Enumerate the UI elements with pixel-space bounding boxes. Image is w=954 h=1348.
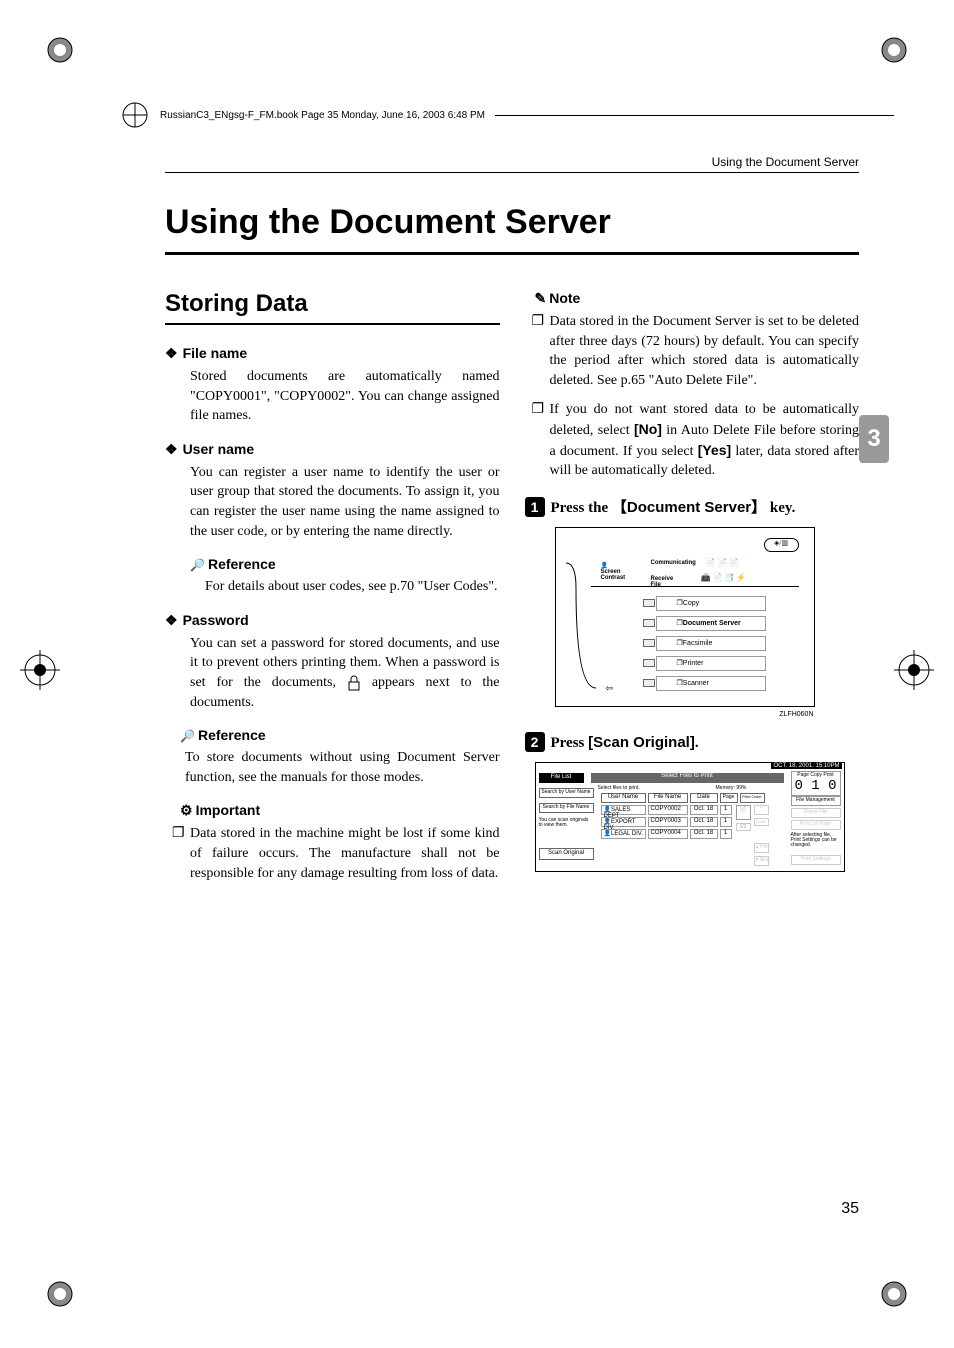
reference2-body: To store documents without using Documen… [185, 748, 500, 787]
crop-mark-br [879, 1279, 909, 1313]
breadcrumb: Using the Document Server [165, 155, 859, 173]
user-name-body: You can register a user name to identify… [190, 463, 500, 541]
note-item2: If you do not want stored data to be aut… [550, 400, 860, 480]
file-name-body: Stored documents are automatically named… [190, 367, 500, 426]
header-book-info: RussianC3_ENgsg-F_FM.book Page 35 Monday… [160, 110, 485, 121]
panel-btn-copy: ❐ Copy [656, 596, 766, 611]
note-header: Note [535, 290, 860, 307]
reference1-body: For details about user codes, see p.70 "… [205, 577, 500, 597]
note-item1: Data stored in the Document Server is se… [550, 312, 860, 390]
section-title-storing: Storing Data [165, 290, 500, 325]
left-column: Storing Data File name Stored documents … [165, 290, 500, 898]
panel-btn-scanner: ❐ Scanner [656, 676, 766, 691]
step1-header: 1 Press the 【Document Server】 key. [525, 496, 860, 517]
panel-btn-printer: ❐ Printer [656, 656, 766, 671]
user-name-header: User name [165, 441, 500, 458]
page-number: 35 [841, 1200, 859, 1218]
chapter-tab: 3 [859, 415, 889, 463]
crop-mark-tr [879, 35, 909, 69]
file-name-header: File name [165, 345, 500, 362]
panel-btn-docserver: ❐ Document Server [656, 616, 766, 631]
right-column: Note Data stored in the Document Server … [525, 290, 860, 898]
password-header: Password [165, 612, 500, 629]
panel-btn-facsimile: ❐ Facsimile [656, 636, 766, 651]
main-title: Using the Document Server [165, 203, 859, 255]
panel-code: ZLFH060N [779, 711, 813, 718]
screenshot-scan-original: OCT. 18. 2001. 15:10PM File List Select … [535, 762, 845, 872]
reference1-header: Reference [190, 556, 500, 572]
step-number-1: 1 [525, 497, 545, 517]
password-body: You can set a password for stored docume… [190, 634, 500, 712]
header-line: RussianC3_ENgsg-F_FM.book Page 35 Monday… [120, 100, 894, 130]
registration-mark-right [894, 650, 934, 690]
step2-header: 2 Press [Scan Original]. [525, 732, 860, 752]
crop-mark-tl [45, 35, 75, 69]
control-panel-illustration: ◈/▥ 👤ScreenContrast Communicating Receiv… [555, 527, 815, 707]
lock-icon [347, 675, 361, 691]
important-header: Important [180, 802, 500, 819]
step-number-2: 2 [525, 732, 545, 752]
reference2-header: Reference [180, 727, 500, 743]
important-item1: Data stored in the machine might be lost… [190, 824, 500, 883]
crop-mark-bl [45, 1279, 75, 1313]
registration-mark-left [20, 650, 60, 690]
